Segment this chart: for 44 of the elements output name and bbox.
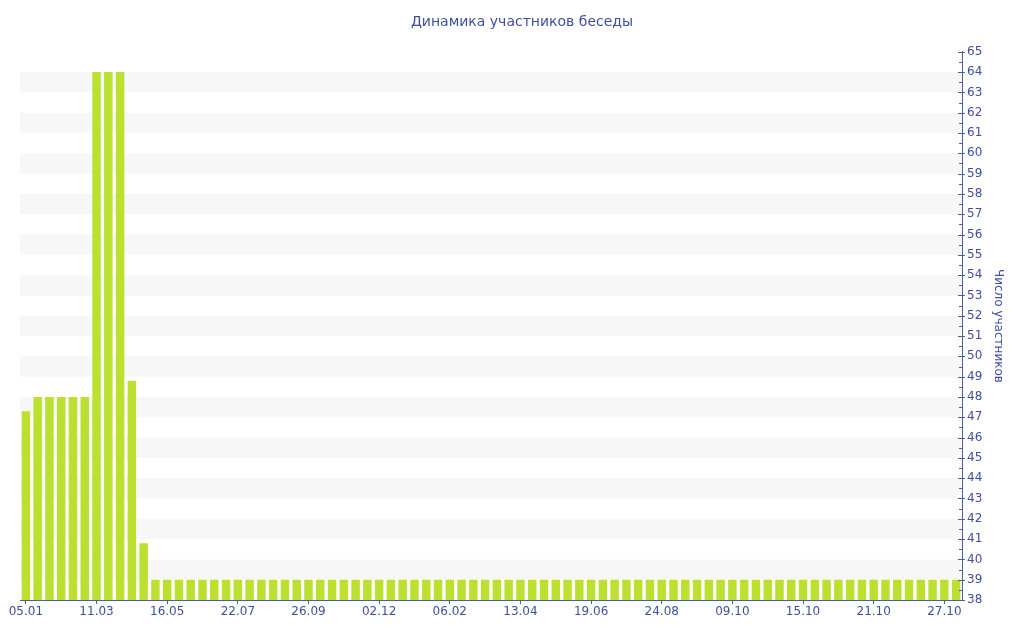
y-tick-label: 61 [967,125,983,140]
y-tick-label: 39 [967,571,983,586]
x-tick-label: 02.12 [361,604,397,619]
y-tick-label: 64 [967,64,983,79]
y-tick-label: 59 [967,165,983,180]
y-tick-label: 63 [967,84,983,99]
y-axis-title: Число участников [991,268,1006,383]
y-tick-label: 41 [967,531,983,546]
x-tick-label: 06.02 [432,604,467,619]
y-tick-label: 49 [967,368,983,383]
y-tick-label: 54 [967,267,983,282]
x-tick-label: 15.10 [785,604,821,619]
x-tick-label: 09.10 [715,604,750,619]
x-tick-label: 24.08 [644,604,679,619]
x-tick-label: 27.10 [927,604,962,619]
y-tick-label: 65 [967,43,983,58]
y-tick-label: 48 [967,389,983,404]
y-tick-label: 46 [967,429,983,444]
x-tick-label: 05.01 [8,604,44,619]
y-tick-label: 57 [967,206,983,221]
y-tick-label: 55 [967,246,983,261]
y-tick-label: 45 [967,450,983,464]
x-tick-label: 26.09 [291,604,326,619]
y-tick-label: 42 [967,510,983,525]
x-tick-label: 21.10 [856,604,891,619]
x-tick-label: 19.06 [573,604,609,619]
y-tick-label: 43 [967,490,983,505]
y-tick-label: 50 [967,348,983,363]
y-tick-label: 56 [967,226,983,241]
x-tick-label: 13.04 [503,604,538,619]
x-tick-label: 22.07 [220,604,256,619]
y-tick-label: 53 [967,287,983,302]
y-tick-label: 40 [967,551,983,566]
y-tick-label: 44 [967,470,983,485]
y-tick-label: 38 [967,592,983,607]
y-tick-label: 47 [967,409,983,424]
y-tick-label: 62 [967,104,983,119]
y-tick-label: 51 [967,328,983,343]
y-tick-label: 52 [967,307,983,322]
chart-title: Динамика участников беседы [410,13,634,30]
y-tick-label: 60 [967,145,983,160]
x-tick-label: 11.03 [79,604,114,619]
y-tick-label: 58 [967,186,983,201]
x-tick-label: 16.05 [150,604,185,619]
